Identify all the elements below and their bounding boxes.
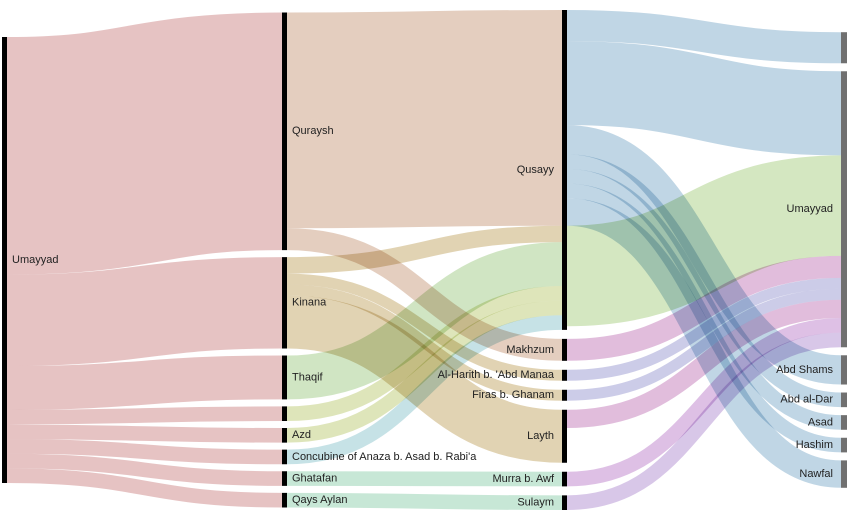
- link-qusayy-to-umayyad_tgt: [566, 155, 842, 327]
- link-firas-to-umayyad_tgt: [566, 288, 842, 401]
- label-umayyad_tgt: Umayyad: [787, 203, 833, 215]
- link-alharith-to-umayyad_tgt: [566, 277, 842, 381]
- link-umayyad_src-to-ghatafan: [6, 453, 283, 486]
- label-layth: Layth: [527, 430, 554, 442]
- link-qusayy-to-tgt_top: [566, 10, 842, 64]
- link-ghatafan-to-murra: [286, 471, 563, 487]
- label-abdshams: Abd Shams: [776, 364, 833, 376]
- node-asad: [841, 415, 847, 430]
- label-hashim: Hashim: [796, 439, 833, 451]
- label-alharith: Al-Harith b. 'Abd Manaa: [438, 369, 555, 381]
- link-umayyad_src-to-blank1: [6, 406, 283, 425]
- node-qays: [282, 492, 287, 508]
- node-alharith: [562, 369, 567, 381]
- link-umayyad_src-to-quraysh: [6, 12, 283, 275]
- label-qays: Qays Aylan: [292, 494, 347, 506]
- node-makhzum: [562, 338, 567, 361]
- label-azd: Azd: [292, 429, 311, 441]
- label-quraysh: Quraysh: [292, 125, 334, 137]
- link-quraysh-to-qusayy: [286, 9, 563, 229]
- node-umayyad_src: [2, 37, 7, 483]
- node-hashim: [841, 437, 847, 453]
- link-thaqif-to-qusayy: [286, 242, 563, 400]
- node-nawfal: [841, 460, 847, 488]
- node-sulaym: [562, 495, 567, 510]
- node-ghatafan: [282, 471, 287, 486]
- node-blank1: [282, 406, 287, 422]
- node-azd: [282, 428, 287, 443]
- nodes-layer: [2, 10, 847, 510]
- link-umayyad_src-to-concubine: [6, 439, 283, 465]
- label-asad: Asad: [808, 416, 833, 428]
- link-umayyad_src-to-thaqif: [6, 355, 283, 410]
- node-qusayy: [562, 10, 567, 330]
- node-abdshams: [841, 355, 847, 385]
- node-quraysh: [282, 12, 287, 251]
- label-makhzum: Makhzum: [506, 344, 554, 356]
- label-qusayy: Qusayy: [517, 164, 555, 176]
- labels-layer: Umayyad Quraysh Kinana Thaqif Azd Concubine o…: [12, 125, 833, 508]
- link-umayyad_src-to-azd: [6, 424, 283, 443]
- label-nawfal: Nawfal: [799, 468, 833, 480]
- link-qusayy-to-umayyad_tgt: [566, 41, 842, 156]
- link-makhzum-to-umayyad_tgt: [566, 255, 842, 361]
- label-sulaym: Sulaym: [517, 497, 554, 509]
- node-concubine: [282, 449, 287, 465]
- node-umayyad_tgt: [841, 71, 847, 348]
- label-concubine: Concubine of Anaza b. Asad b. Rabi'a: [292, 451, 477, 463]
- label-ghatafan: Ghatafan: [292, 472, 337, 484]
- node-layth: [562, 409, 567, 463]
- link-sulaym-to-umayyad_tgt: [566, 332, 842, 511]
- label-kinana: Kinana: [292, 297, 327, 309]
- node-tgt_top: [841, 32, 847, 64]
- link-umayyad_src-to-qays: [6, 468, 283, 508]
- label-abdaldar: Abd al-Dar: [780, 394, 833, 406]
- label-thaqif: Thaqif: [292, 371, 324, 383]
- link-umayyad_src-to-kinana: [6, 257, 283, 367]
- node-abdaldar: [841, 392, 847, 408]
- links-layer: [6, 9, 842, 511]
- link-qays-to-sulaym: [286, 492, 563, 511]
- label-umayyad_src: Umayyad: [12, 254, 58, 266]
- node-murra: [562, 471, 567, 487]
- link-concubine-to-qusayy: [286, 315, 563, 465]
- label-murra: Murra b. Awf: [492, 473, 554, 485]
- link-blank1-to-qusayy: [286, 286, 563, 422]
- node-firas: [562, 389, 567, 401]
- node-kinana: [282, 257, 287, 349]
- link-layth-to-umayyad_tgt: [566, 299, 842, 429]
- link-murra-to-umayyad_tgt: [566, 318, 842, 487]
- link-kinana-to-qusayy: [286, 225, 563, 274]
- label-firas: Firas b. Ghanam: [472, 389, 554, 401]
- node-thaqif: [282, 355, 287, 400]
- link-azd-to-qusayy: [286, 300, 563, 443]
